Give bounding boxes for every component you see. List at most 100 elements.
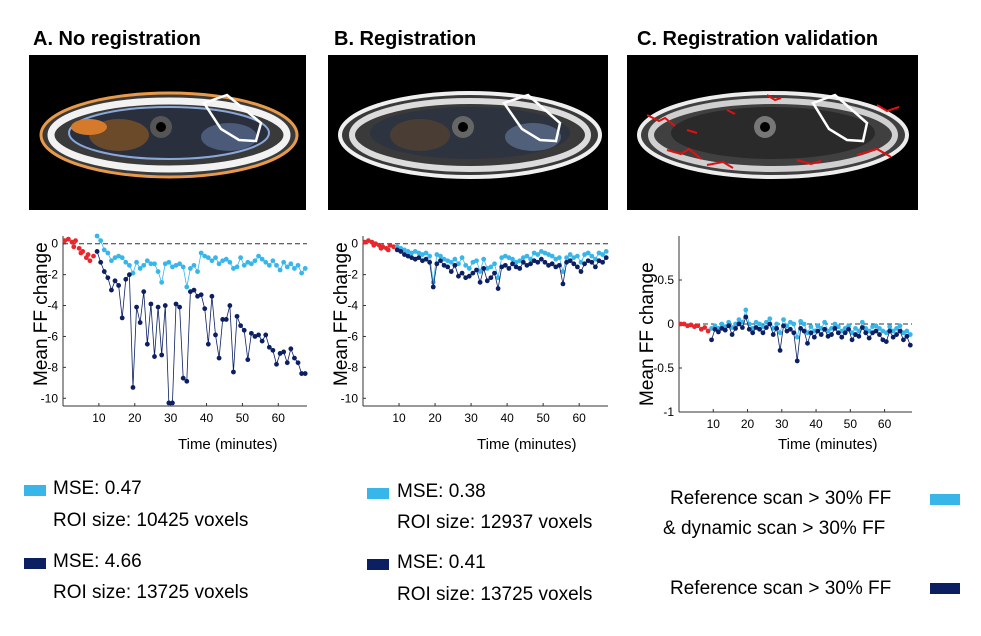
chart-a-series-1-point (231, 266, 236, 271)
legend-a-light-line1: MSE: 0.47 (53, 478, 142, 499)
chart-c-series-2-point (894, 332, 899, 337)
chart-b-series-2-point (571, 261, 577, 267)
chart-c-series-2-point (746, 326, 752, 332)
chart-b-series-1-point (589, 253, 595, 259)
chart-a-y-tick-label: -10 (41, 391, 59, 405)
legend-b-dark-line2: ROI size: 13725 voxels (397, 584, 593, 605)
chart-a-series-2-point (177, 304, 183, 310)
chart-a-series-1-point (170, 264, 175, 270)
legend-a-dark-line1: MSE: 4.66 (53, 551, 142, 572)
chart-b-series-1-point (520, 255, 526, 261)
chart-b-y-tick-label: -2 (347, 268, 358, 282)
chart-b-series-1-point (448, 259, 454, 265)
chart-a-series-2-point (184, 378, 190, 384)
chart-b-series-1-point (456, 261, 461, 267)
chart-a-series-0-point (87, 258, 93, 264)
chart-b-series-1-point (402, 247, 407, 253)
chart-b-series-1-point (484, 266, 490, 271)
chart-c-series-1-point (815, 323, 821, 329)
chart-c-series-2-point (829, 332, 834, 337)
chart-a-series-1-point (245, 259, 251, 265)
chart-b-series-2-point (402, 252, 407, 257)
chart-a-series-1-point (126, 262, 132, 268)
panel-b-title: B. Registration (334, 28, 477, 50)
legend-c-dark-line1: Reference scan > 30% FF (670, 578, 892, 599)
chart-a-series-2-point (162, 303, 168, 308)
chart-b-ylabel: Mean FF change (331, 242, 352, 386)
chart-b-series-2-point (520, 259, 526, 265)
chart-c-series-2-point (736, 321, 742, 327)
chart-c-series-1-point (801, 321, 807, 327)
chart-b-series-1-point (405, 249, 411, 254)
chart-c-xlabel: Time (minutes) (778, 436, 878, 453)
chart-b-series-2-point (495, 286, 501, 291)
chart-a-series-2-point (137, 320, 143, 325)
chart-b-series-2-point (420, 258, 425, 264)
chart-c-series-2-point (722, 327, 728, 333)
chart-b-series-1-point (474, 258, 479, 264)
chart-c-series-2-point (832, 326, 838, 331)
chart-b-series-2-point (394, 247, 400, 253)
chart-a-x-tick-label: 50 (236, 411, 250, 425)
chart-b-series-2-point (423, 256, 429, 262)
legend-b-light-line1: MSE: 0.38 (397, 481, 486, 502)
chart-b-series-0-point (385, 247, 391, 253)
chart-a-series-2-point (266, 344, 272, 350)
chart-b-series-2-point (438, 258, 443, 264)
chart-a-series-1-point (162, 261, 168, 267)
chart-c-series-2-point (733, 326, 738, 331)
chart-c-series-1-point (846, 323, 852, 329)
chart-b-series-2-point (542, 259, 548, 265)
chart-b-series-1-point (420, 252, 425, 257)
chart-a-y-tick-label: -2 (47, 268, 58, 282)
chart-a-series-2-point (234, 313, 240, 319)
chart-a-series-2-point (284, 360, 290, 366)
chart-c-series-2-point (835, 330, 841, 336)
chart-a-series-2-point (292, 355, 297, 361)
chart-a-series-1-point (266, 262, 272, 268)
chart-a-series-2-point (205, 341, 211, 347)
chart-a-series-1-point (177, 261, 183, 267)
chart-b-series-2-point (481, 266, 487, 271)
chart-c-series-1-point (904, 328, 910, 334)
chart-b-series-1-point (531, 250, 537, 256)
chart-b-series-2-point (578, 269, 584, 274)
chart-c-x-tick-label: 20 (741, 417, 755, 431)
legend-b-light-line2: ROI size: 12937 voxels (397, 512, 593, 533)
chart-a-series-2-point (187, 289, 193, 295)
chart-a-series-1-point (144, 258, 150, 264)
chart-c-series-2-point (750, 330, 756, 336)
chart-b-series-0-point (387, 242, 393, 248)
chart-c-series-2-point (726, 323, 732, 329)
chart-a-series-2-point (166, 400, 172, 406)
chart-c-series-2-point (781, 323, 786, 329)
chart-b-series-1-point (592, 256, 598, 262)
chart-a-series-2-point (238, 323, 244, 329)
chart-a-series-0-point (78, 250, 84, 256)
chart-c-x-tick-label: 60 (878, 417, 892, 431)
chart-a-series-2-point (119, 315, 125, 321)
chart-a-series-1-point (295, 262, 301, 268)
chart-b-xlabel: Time (minutes) (477, 436, 577, 453)
chart-b-series-2-point (589, 259, 595, 265)
panel-a-title: A. No registration (33, 28, 201, 50)
chart-b-series-2-point (470, 270, 476, 276)
chart-a-y-tick-label: -8 (47, 360, 58, 374)
chart-a-series-1-point (152, 261, 157, 267)
chart-b-series-1-point (571, 255, 577, 261)
chart-c-series-2-point (739, 325, 745, 330)
chart-c-series-2-point (794, 358, 800, 364)
chart-b-series-2-point (492, 270, 497, 276)
chart-c-series-0-point (678, 321, 684, 327)
chart-c-series-2-point (760, 330, 766, 336)
chart-c-series-1-point (832, 321, 838, 327)
chart-a-series-2-point (274, 361, 279, 367)
chart-a-series-1-point (112, 255, 118, 261)
chart-b-series-2-point (459, 270, 465, 276)
chart-a-xlabel: Time (minutes) (178, 436, 278, 453)
chart-a-series-1-point (205, 255, 211, 261)
chart-b-series-2-point (510, 261, 515, 267)
chart-c-series-1-point (794, 334, 800, 340)
chart-b-series-1-point (459, 255, 465, 261)
